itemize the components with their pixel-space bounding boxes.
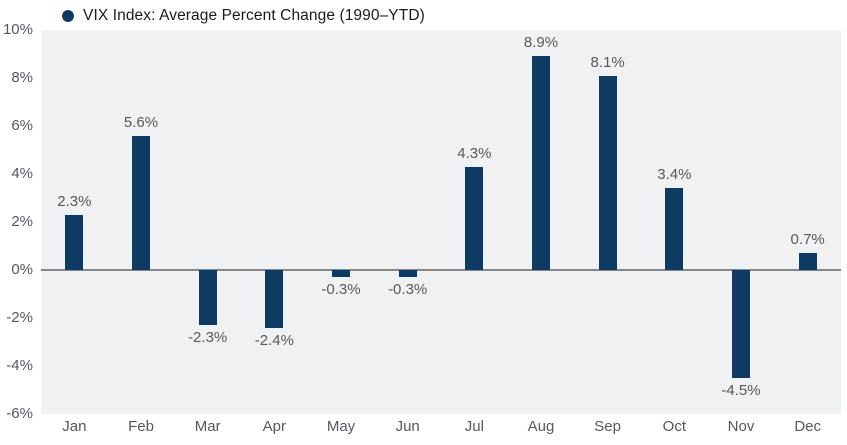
bar-nov bbox=[732, 270, 750, 378]
x-axis-tick-label: Sep bbox=[594, 418, 621, 435]
bar-may bbox=[332, 270, 350, 278]
bar-value-label: -2.4% bbox=[254, 331, 294, 349]
y-axis-tick-label: -6% bbox=[6, 405, 33, 422]
legend-marker-icon bbox=[62, 10, 74, 22]
x-axis-tick-label: Oct bbox=[662, 418, 686, 435]
bar-mar bbox=[198, 270, 217, 326]
x-axis-tick-label: May bbox=[326, 418, 356, 435]
bar-value-label: -0.3% bbox=[321, 281, 361, 299]
bar-value-label: 2.3% bbox=[57, 192, 92, 210]
x-axis-tick-label: Jan bbox=[62, 418, 87, 435]
y-axis-tick-label: 4% bbox=[11, 165, 33, 182]
x-axis-tick-label: Aug bbox=[527, 418, 555, 435]
y-axis-tick-label: 2% bbox=[11, 213, 33, 230]
zero-axis-line bbox=[41, 269, 841, 271]
x-axis-tick-label: Jul bbox=[464, 418, 484, 435]
plot-area: 2.3% 5.6% -2.3% -2.4% -0.3% -0.3% 4.3% 8.9% 8.1%… bbox=[41, 30, 841, 414]
y-axis-tick-label: 6% bbox=[11, 117, 33, 134]
y-axis-tick-label: 0% bbox=[11, 261, 33, 278]
bar-oct bbox=[665, 188, 684, 270]
bar-value-label: 5.6% bbox=[123, 113, 159, 131]
bar-sep bbox=[598, 75, 617, 270]
bar-value-label: 8.1% bbox=[590, 53, 625, 71]
x-axis-tick-label: Jun bbox=[395, 418, 420, 435]
x-axis-tick-label: Mar bbox=[194, 418, 221, 435]
bar-value-label: 8.9% bbox=[523, 34, 559, 52]
bar-jul bbox=[465, 166, 484, 270]
y-axis-tick-label: -4% bbox=[6, 357, 33, 374]
bar-jun bbox=[398, 270, 417, 278]
x-axis-tick-label: Dec bbox=[794, 418, 821, 435]
x-axis-tick-label: Feb bbox=[128, 418, 154, 435]
bar-apr bbox=[265, 270, 284, 328]
legend: VIX Index: Average Percent Change (1990–… bbox=[62, 6, 425, 26]
bar-value-label: -2.3% bbox=[188, 329, 228, 347]
bar-jan bbox=[65, 214, 84, 270]
bar-value-label: 0.7% bbox=[790, 231, 825, 249]
y-axis-tick-label: 8% bbox=[11, 69, 33, 86]
y-axis-tick-label: -2% bbox=[6, 309, 33, 326]
bar-value-label: 3.4% bbox=[657, 166, 692, 184]
bar-value-label: -0.3% bbox=[388, 281, 428, 299]
y-axis: 10% 8% 6% 4% 2% 0% -2% -4% -6% bbox=[0, 21, 33, 422]
y-axis-tick-label: 10% bbox=[2, 21, 33, 38]
legend-label: VIX Index: Average Percent Change (1990–… bbox=[83, 7, 425, 24]
bar-dec bbox=[798, 253, 817, 270]
bar-value-label: -4.5% bbox=[721, 382, 761, 399]
x-axis: Jan Feb Mar Apr May Jun Jul Aug Sep Oct Nov Dec bbox=[41, 418, 841, 440]
x-axis-tick-label: Nov bbox=[727, 418, 755, 435]
bar-aug bbox=[532, 56, 550, 270]
bar-feb bbox=[132, 135, 150, 270]
bar-value-label: 4.3% bbox=[457, 144, 492, 162]
x-axis-tick-label: Apr bbox=[262, 418, 286, 435]
